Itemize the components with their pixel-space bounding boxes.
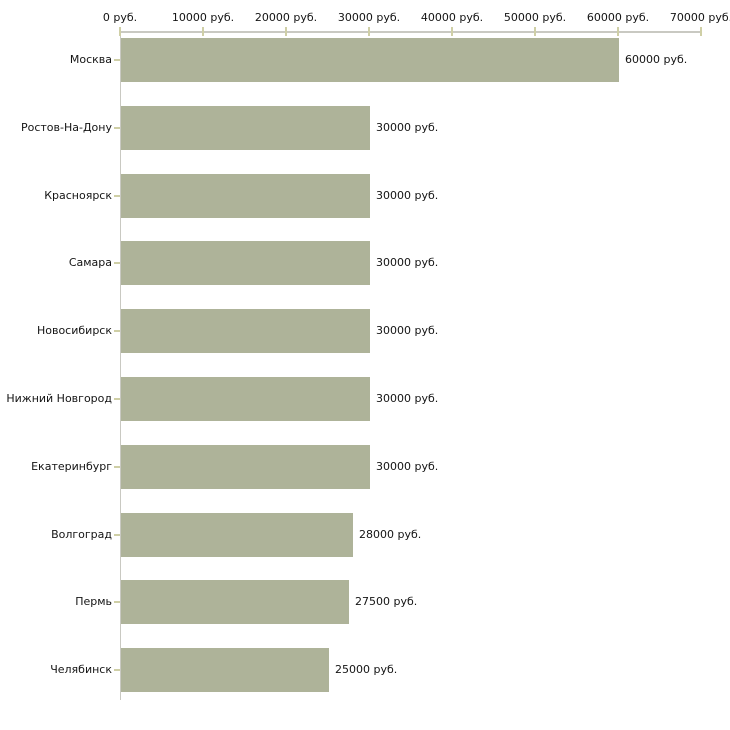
value-label: 27500 руб. [355,595,418,608]
category-tick-mark [114,195,120,197]
category-tick-mark [114,262,120,264]
bar [121,106,370,150]
category-tick-mark [114,601,120,603]
bar [121,174,370,218]
value-label: 30000 руб. [376,189,439,202]
x-axis-tick-label: 70000 руб. [669,11,730,24]
bar [121,38,619,82]
value-label: 30000 руб. [376,256,439,269]
x-axis-tick-label: 0 руб. [102,11,138,24]
value-label: 30000 руб. [376,324,439,337]
value-label: 60000 руб. [625,53,688,66]
bar [121,241,370,285]
x-axis-tick-mark [700,27,702,36]
category-tick-mark [114,466,120,468]
bar [121,648,329,692]
value-label: 30000 руб. [376,121,439,134]
x-axis-tick-label: 10000 руб. [171,11,235,24]
category-label: Москва [69,53,112,66]
value-label: 28000 руб. [359,528,422,541]
x-axis-tick-mark [368,27,370,36]
x-axis-tick-mark [119,27,121,36]
category-label: Ростов-На-Дону [20,121,112,134]
category-label: Екатеринбург [31,460,112,473]
x-axis-tick-label: 30000 руб. [337,11,401,24]
category-tick-mark [114,534,120,536]
value-label: 25000 руб. [335,663,398,676]
category-label: Нижний Новгород [6,392,112,405]
x-axis-tick-mark [202,27,204,36]
x-axis-tick-label: 60000 руб. [586,11,650,24]
category-label: Самара [68,256,112,269]
x-axis-tick-mark [617,27,619,36]
category-label: Красноярск [44,189,112,202]
bar [121,309,370,353]
category-tick-mark [114,669,120,671]
value-label: 30000 руб. [376,392,439,405]
category-tick-mark [114,59,120,61]
value-label: 30000 руб. [376,460,439,473]
category-tick-mark [114,330,120,332]
category-label: Волгоград [51,528,112,541]
y-axis-line [120,31,121,700]
x-axis-tick-label: 50000 руб. [503,11,567,24]
category-label: Пермь [75,595,112,608]
x-axis-line [120,31,702,33]
x-axis-tick-label: 40000 руб. [420,11,484,24]
category-tick-mark [114,398,120,400]
bar [121,513,353,557]
category-label: Новосибирск [36,324,112,337]
x-axis-tick-mark [534,27,536,36]
category-label: Челябинск [50,663,112,676]
bar [121,445,370,489]
x-axis-tick-mark [285,27,287,36]
category-tick-mark [114,127,120,129]
x-axis-tick-mark [451,27,453,36]
bar [121,377,370,421]
bar [121,580,349,624]
x-axis-tick-label: 20000 руб. [254,11,318,24]
